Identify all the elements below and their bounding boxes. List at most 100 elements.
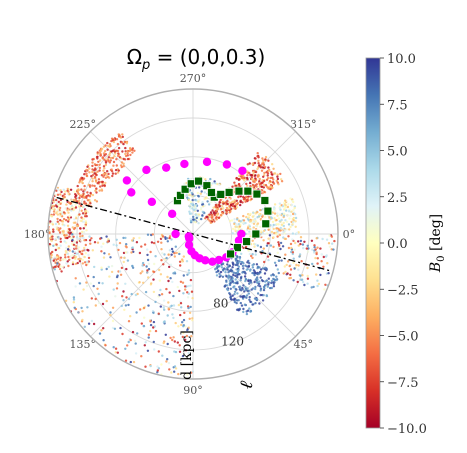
- cloud-point: [122, 290, 125, 293]
- cloud-point: [254, 253, 257, 256]
- cloud-point: [172, 304, 176, 307]
- cloud-point: [195, 216, 198, 220]
- cloud-point: [269, 176, 272, 180]
- cloud-point: [88, 167, 91, 170]
- cloud-point: [65, 203, 68, 206]
- cloud-point: [65, 219, 68, 222]
- cloud-point: [102, 145, 106, 148]
- cloud-point: [95, 187, 98, 190]
- cloud-point: [131, 264, 134, 268]
- cloud-point: [157, 350, 160, 353]
- cloud-point: [248, 282, 251, 285]
- cloud-point: [239, 203, 242, 207]
- cloud-point: [261, 181, 264, 184]
- cloud-point: [126, 152, 129, 155]
- cloud-point: [291, 251, 295, 254]
- cloud-point: [80, 188, 83, 191]
- cloud-point: [197, 213, 201, 216]
- cloud-point: [196, 191, 199, 195]
- cloud-point: [178, 289, 181, 293]
- angle-tick-label-315: 315°: [290, 118, 317, 131]
- colorbar-gradient: [365, 57, 381, 429]
- cloud-point: [152, 340, 155, 344]
- cloud-point: [127, 303, 130, 307]
- cloud-point: [322, 255, 325, 259]
- cloud-point: [160, 293, 164, 296]
- cloud-point: [195, 203, 198, 207]
- cloud-point: [180, 323, 183, 327]
- green-square-marker: [263, 206, 273, 216]
- cloud-point: [124, 282, 127, 285]
- cloud-point: [182, 324, 185, 327]
- cloud-point: [66, 187, 70, 191]
- cloud-point: [288, 228, 291, 231]
- green-square-marker: [216, 190, 226, 199]
- cloud-point: [234, 278, 237, 281]
- cloud-point: [253, 161, 257, 165]
- colorbar-tick-label: 10.0: [387, 52, 416, 67]
- cloud-point: [82, 227, 86, 230]
- chart-title: Ωp = (0,0,0.3): [127, 45, 266, 73]
- cloud-point: [320, 253, 324, 256]
- cloud-point: [236, 271, 239, 274]
- cloud-point: [264, 165, 267, 169]
- cloud-point: [272, 227, 275, 231]
- cloud-point: [133, 149, 136, 152]
- cloud-point: [68, 201, 71, 204]
- cloud-point: [292, 257, 295, 260]
- cloud-point: [81, 318, 84, 322]
- cloud-point: [145, 265, 148, 268]
- cloud-point: [257, 173, 260, 177]
- cloud-point: [282, 224, 285, 228]
- cloud-point: [229, 203, 233, 207]
- cloud-point: [273, 209, 276, 212]
- cloud-point: [248, 252, 252, 256]
- cloud-point: [78, 179, 82, 182]
- cloud-point: [228, 283, 232, 287]
- cloud-point: [192, 215, 195, 219]
- cloud-point: [80, 216, 83, 219]
- cloud-point: [201, 201, 204, 204]
- cloud-point: [286, 214, 289, 217]
- cloud-point: [166, 358, 169, 361]
- cloud-point: [231, 280, 234, 283]
- cloud-point: [292, 239, 295, 243]
- cloud-point: [83, 239, 86, 242]
- cloud-point: [245, 182, 248, 186]
- cloud-point: [103, 167, 106, 170]
- cloud-point: [242, 246, 245, 250]
- cloud-point: [263, 190, 266, 193]
- cloud-point: [59, 193, 62, 196]
- cloud-point: [163, 258, 167, 262]
- cloud-point: [312, 285, 315, 289]
- cloud-point: [140, 355, 143, 358]
- cloud-point: [59, 265, 62, 268]
- cloud-point: [72, 298, 76, 301]
- cloud-point: [107, 156, 111, 159]
- cloud-point: [241, 271, 244, 274]
- cloud-point: [161, 354, 164, 357]
- cloud-point: [224, 209, 228, 212]
- cloud-point: [116, 282, 119, 285]
- cloud-point: [323, 288, 326, 291]
- cloud-point: [235, 257, 238, 260]
- cloud-point: [134, 293, 138, 297]
- cloud-point: [93, 184, 96, 188]
- cloud-point: [160, 259, 163, 262]
- cloud-point: [232, 200, 235, 203]
- cloud-point: [316, 262, 319, 265]
- cloud-point: [117, 248, 120, 252]
- cloud-point: [165, 256, 168, 260]
- cloud-point: [69, 188, 73, 191]
- cloud-point: [173, 252, 176, 255]
- cloud-point: [74, 255, 78, 258]
- cloud-point: [56, 213, 60, 216]
- cloud-point: [231, 204, 235, 208]
- cloud-point: [96, 182, 99, 185]
- green-square-series: [173, 176, 273, 259]
- cloud-point: [77, 188, 80, 191]
- cloud-point: [227, 207, 231, 210]
- cloud-point: [109, 256, 112, 259]
- cloud-point: [242, 307, 245, 311]
- cloud-point: [241, 288, 244, 291]
